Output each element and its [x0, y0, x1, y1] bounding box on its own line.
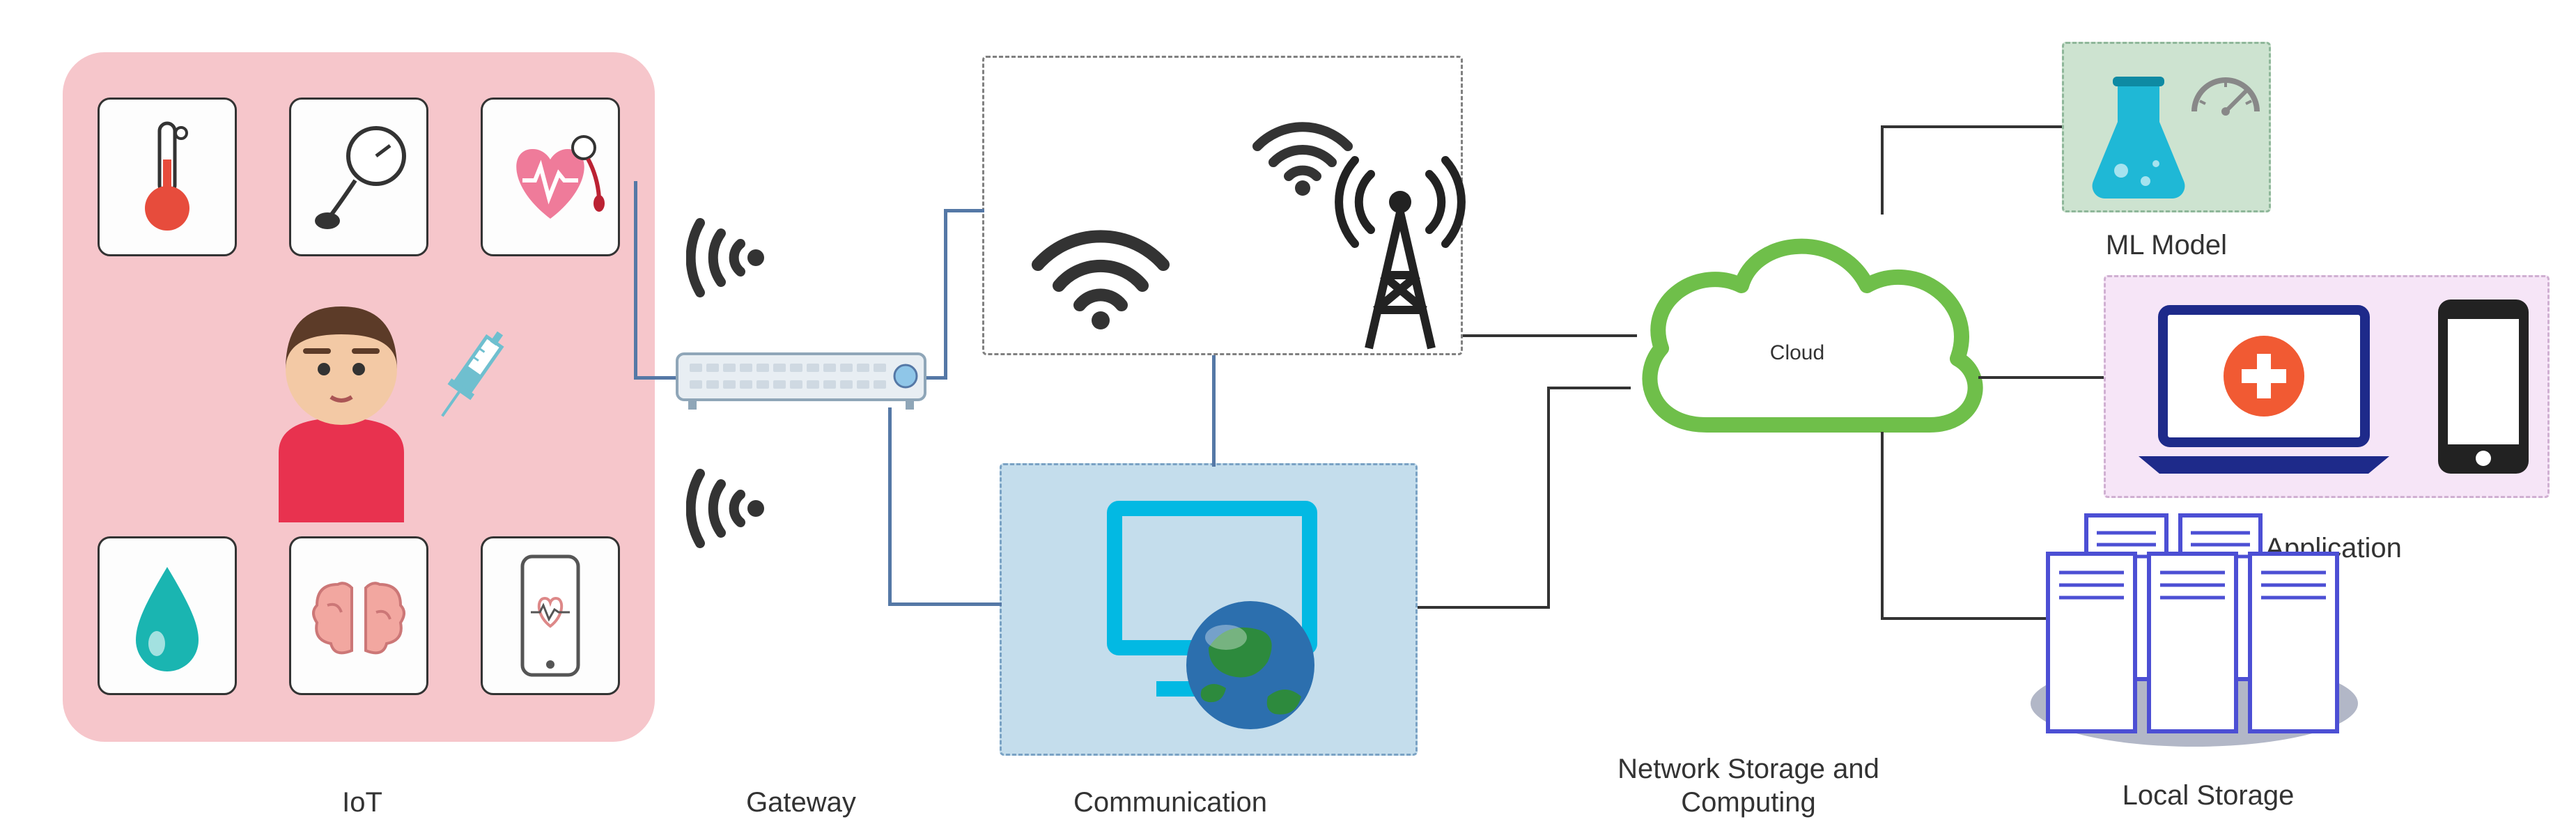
communication-label: Communication — [1024, 787, 1317, 818]
thermometer-icon — [129, 118, 205, 236]
iot-label: IoT — [293, 787, 432, 818]
conn-router-wired-h — [888, 602, 1002, 606]
cloud-below-label: Network Storage and Computing — [1567, 752, 1930, 819]
bp-cuff-icon — [307, 118, 411, 236]
conn-cloud-ml-v — [1881, 125, 1884, 215]
patient-icon — [237, 293, 446, 522]
conn-router-wireless-h2 — [944, 209, 984, 212]
local-storage-icon — [2020, 501, 2368, 759]
conn-cloud-app — [1978, 376, 2105, 379]
syringe-icon — [432, 320, 509, 432]
sensor-thermometer — [98, 98, 237, 256]
phone-ecg-icon — [509, 550, 592, 682]
monitor-globe-icon — [1087, 495, 1351, 745]
sensor-brain — [289, 536, 428, 695]
gateway-label: Gateway — [711, 787, 892, 818]
conn-wired-cloud-v — [1547, 387, 1550, 609]
conn-cloud-storage-v — [1881, 432, 1884, 620]
conn-wired-cloud-h2 — [1547, 387, 1631, 389]
brain-icon — [303, 563, 414, 668]
conn-wired-cloud-h — [1418, 606, 1550, 609]
cloud-inside-label: Cloud — [1741, 341, 1853, 365]
router-icon — [676, 348, 926, 411]
fluid-drop-icon — [125, 560, 209, 671]
cloud-icon — [1609, 181, 1999, 481]
sensor-bp-cuff — [289, 98, 428, 256]
local-storage-label: Local Storage — [2097, 780, 2320, 811]
sensor-heart-rate — [481, 98, 620, 256]
gateway-wifi-bottom-icon — [686, 460, 798, 557]
sensor-fluid-drop — [98, 536, 237, 695]
conn-router-wired-v — [888, 407, 892, 606]
conn-hearttile-to-router-h — [634, 376, 676, 380]
laptop-medical-icon — [2132, 300, 2396, 481]
gateway-wifi-top-icon — [686, 209, 798, 306]
ml-gauge-icon — [2187, 59, 2264, 122]
conn-cloud-ml-h — [1881, 125, 2063, 128]
wifi-signal-large-icon — [1024, 216, 1177, 334]
sensor-phone-ecg — [481, 536, 620, 695]
conn-router-wireless-v — [944, 209, 947, 380]
conn-wireless-cloud — [1463, 334, 1637, 337]
ml-flask-icon — [2079, 66, 2198, 205]
ml-model-label: ML Model — [2076, 230, 2257, 261]
smartphone-icon — [2431, 293, 2536, 481]
conn-hearttile-to-router-v — [634, 181, 637, 376]
heart-rate-icon — [495, 121, 606, 233]
cell-tower-icon — [1330, 132, 1470, 355]
conn-wireless-wired-v — [1212, 355, 1216, 467]
